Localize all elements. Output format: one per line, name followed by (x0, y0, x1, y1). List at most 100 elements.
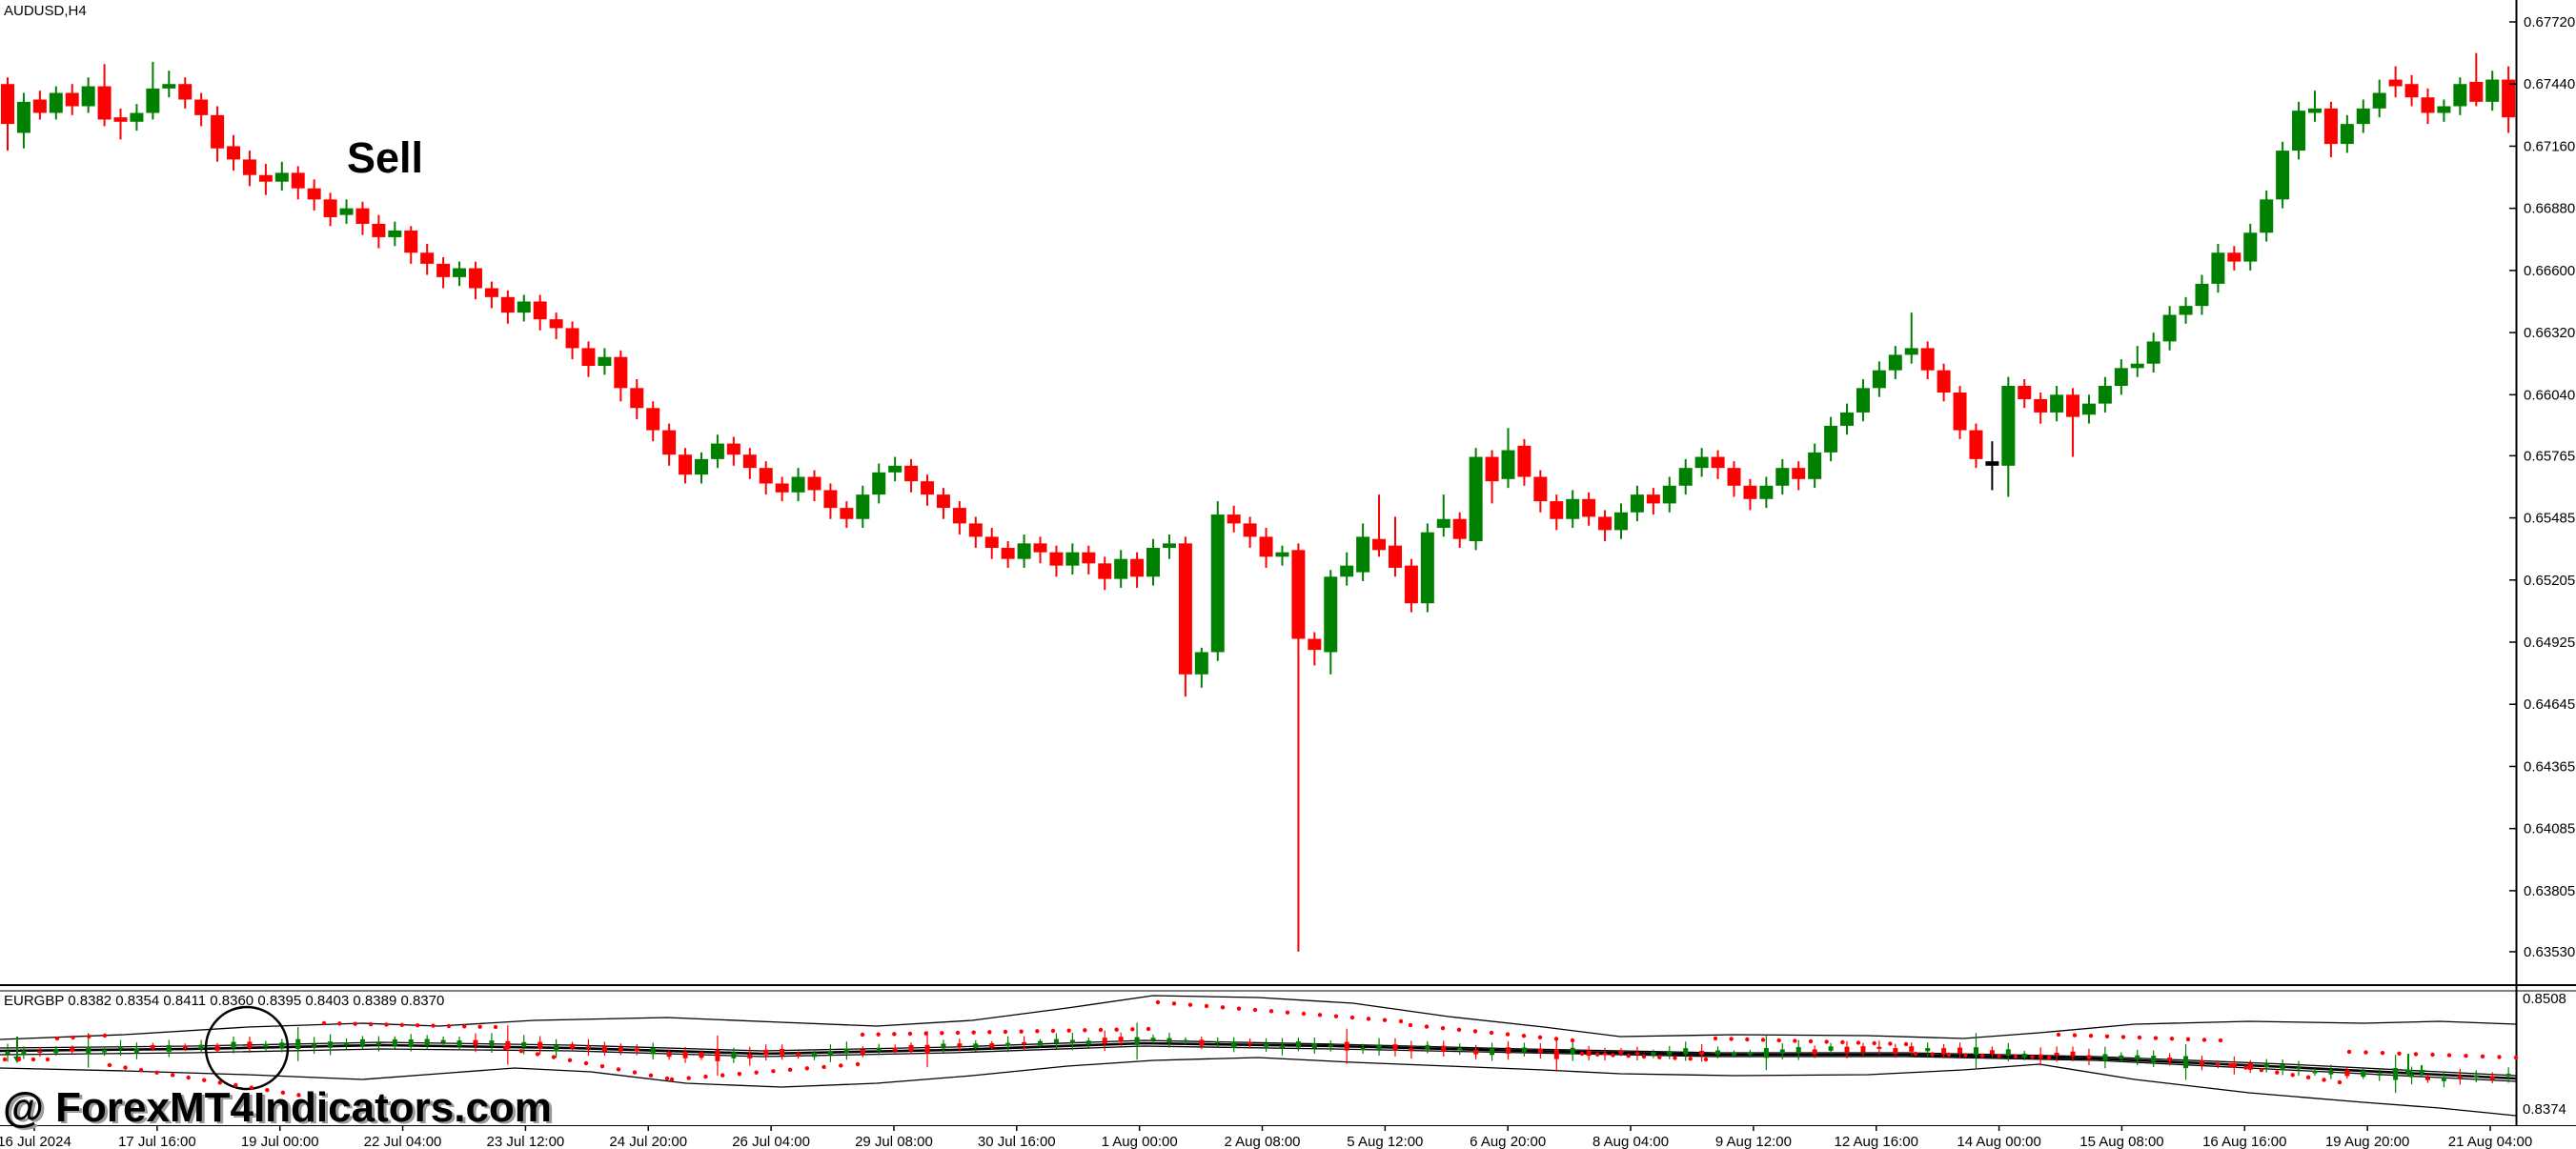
candle-body (194, 99, 209, 115)
indicator-candle-body (2457, 1075, 2463, 1078)
candle-body (1436, 518, 1450, 529)
candle-body (1194, 652, 1208, 675)
candle-body (2372, 92, 2386, 109)
candle-body (2340, 124, 2354, 145)
candle-body (1856, 388, 1870, 413)
signal-dot (1626, 1054, 1631, 1058)
signal-dot (1793, 1038, 1797, 1043)
time-axis: 16 Jul 2024 17 Jul 16:00 19 Jul 00:00 22 Ju… (0, 1125, 2532, 1149)
indicator-candle-body (2344, 1070, 2350, 1077)
signal-dot (321, 1020, 327, 1026)
price-axis-label: 0.67440 (2524, 76, 2575, 92)
time-axis-label: 6 Aug 20:00 (1470, 1134, 1546, 1149)
indicator-dots (2, 999, 2519, 1100)
indicator-candle-body (1215, 1040, 1221, 1043)
signal-dot (1611, 1053, 1615, 1058)
indicator-candle-body (2167, 1058, 2173, 1061)
candle-body (1098, 563, 1112, 579)
candle-body (291, 172, 305, 189)
indicator-candle-body (2280, 1064, 2285, 1070)
candle-body (2469, 81, 2484, 102)
signal-dot (1579, 1051, 1585, 1057)
candle-body (453, 268, 467, 277)
signal-dot (971, 1030, 976, 1035)
candle-body (2307, 108, 2322, 113)
indicator-candle-body (2070, 1051, 2076, 1057)
watermark-text: @ ForexMT4Indicators.com (3, 1084, 552, 1131)
indicator-candle-body (1344, 1041, 1349, 1051)
indicator-candle-body (2135, 1055, 2140, 1060)
indicator-candle-body (118, 1046, 124, 1050)
indicator-candle-body (1618, 1050, 1624, 1054)
candle-body (2323, 108, 2338, 145)
candle-body (1291, 550, 1306, 639)
indicator-candle-body (2505, 1074, 2511, 1077)
indicator-candle-body (2377, 1073, 2383, 1076)
signal-dot (1408, 1022, 1413, 1028)
signal-dot (1570, 1038, 1575, 1043)
signal-dot (296, 1093, 301, 1098)
indicator-candle-body (1295, 1041, 1301, 1048)
indicator-candle-body (2038, 1054, 2043, 1058)
indicator-candle-body (650, 1048, 656, 1055)
signal-dot (907, 1031, 913, 1037)
indicator-candle-body (1392, 1044, 1398, 1051)
signal-dot (1537, 1035, 1543, 1040)
signal-dot (1997, 1054, 2001, 1058)
indicator-candle-body (699, 1052, 704, 1058)
indicator-candle-body (924, 1044, 930, 1054)
signal-dot (1657, 1055, 1662, 1059)
candle-body (1792, 468, 1806, 479)
candle-body (775, 483, 789, 493)
symbol-timeframe-label: AUDUSD,H4 (4, 3, 87, 19)
signal-dot (87, 1034, 91, 1039)
signal-dot (368, 1021, 374, 1027)
indicator-candle-body (957, 1043, 963, 1047)
signal-dot (632, 1070, 638, 1075)
candle-body (807, 476, 821, 491)
candle-body (1937, 370, 1951, 393)
candle-body (984, 536, 999, 549)
signal-dot (583, 1060, 589, 1066)
signal-dot (2464, 1054, 2468, 1058)
signal-dot (987, 1030, 992, 1035)
indicator-candle-body (2183, 1056, 2189, 1069)
candle-body (162, 84, 176, 89)
indicator-candle-body (2425, 1077, 2430, 1080)
indicator-candle-body (1231, 1041, 1237, 1048)
price-axis-label: 0.67720 (2524, 14, 2575, 30)
signal-dot (1083, 1028, 1087, 1033)
indicator-candle-body (812, 1052, 817, 1058)
band-line-upper (0, 995, 2517, 1040)
signal-dot (2137, 1035, 2142, 1040)
candle-body (1001, 548, 1015, 559)
signal-dot (1553, 1037, 1559, 1041)
signal-dot (1220, 1005, 1226, 1010)
indicator-axis-label: 0.8508 (2523, 991, 2566, 1007)
indicator-candle-body (1425, 1044, 1430, 1050)
time-axis-label: 8 Aug 04:00 (1592, 1134, 1669, 1149)
candle-body (16, 101, 30, 133)
candle-body (2292, 111, 2306, 151)
candle-body (97, 86, 112, 120)
signal-dot (102, 1033, 108, 1038)
indicator-candle-body (570, 1043, 576, 1049)
indicator-candle-body (666, 1052, 672, 1058)
signal-dot (1456, 1027, 1462, 1033)
indicator-candle-body (843, 1048, 849, 1054)
signal-dot (754, 1070, 759, 1075)
candle-body (420, 252, 435, 264)
indicator-candle-body (941, 1043, 946, 1049)
signal-dot (154, 1070, 159, 1076)
indicator-candle-body (1279, 1045, 1285, 1049)
band-line-lower (0, 1057, 2517, 1117)
signal-dot (1285, 1010, 1290, 1015)
indicator-candle-body (601, 1046, 607, 1052)
candle-body (1630, 494, 1644, 513)
candle-body (1114, 558, 1128, 579)
signal-dot (233, 1082, 238, 1088)
indicator-candle-body (554, 1045, 559, 1052)
indicator-candle-body (279, 1042, 285, 1049)
indicator-candle-body (1005, 1042, 1011, 1046)
